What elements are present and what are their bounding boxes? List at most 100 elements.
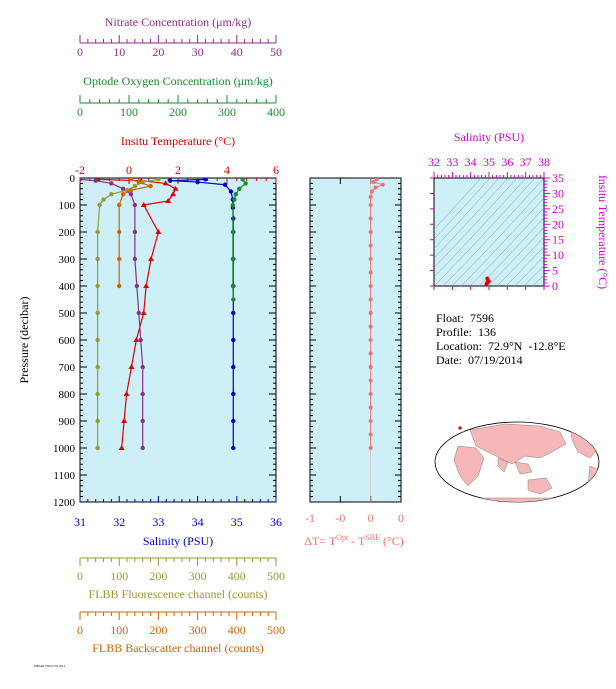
salinity-point [231, 310, 236, 316]
ts-density-contour [505, 246, 544, 286]
ts-density-contour [514, 255, 544, 286]
oxygen-line [232, 178, 247, 300]
delta-t-axes: -1 -0 0 0 [305, 177, 404, 525]
ts-x-tick-label: 33 [446, 155, 458, 169]
salinity-axis-label: Salinity (PSU) [143, 534, 213, 548]
ts-density-contour [434, 178, 482, 230]
nitrate-point [132, 202, 138, 208]
oxygen-tick-label: 0 [77, 105, 83, 119]
map-land-sea [514, 461, 533, 475]
oxygen-tick-label: 300 [218, 105, 236, 119]
ts-x-tick-label: 34 [465, 155, 477, 169]
oxygen-tick-label: 100 [120, 105, 138, 119]
oxygen-point [243, 181, 248, 186]
temperature-axis-label: Insitu Temperature (°C) [121, 134, 235, 148]
ts-y-tick-label: 15 [552, 233, 564, 247]
delta-t-point [374, 178, 379, 182]
backscatter-point [120, 192, 126, 197]
delta-t-point [373, 185, 378, 190]
fluorescence-tick-label: 300 [189, 569, 207, 583]
ts-density-contour [434, 178, 500, 250]
pressure-axis: 0 100 200 300 400 500 600 700 800 900 1000 1100 1200 [53, 173, 276, 509]
nitrate-point [140, 391, 145, 397]
salinity-tick-label: 32 [113, 515, 125, 529]
ts-y-tick-label: 0 [552, 279, 558, 293]
backscatter-point [128, 178, 134, 182]
nitrate-point [140, 364, 145, 370]
profile-number: Profile: 136 [436, 325, 496, 339]
fluorescence-point [95, 445, 100, 451]
backscatter-point [117, 283, 122, 289]
ts-x-tick-label: 37 [520, 155, 532, 169]
backscatter-point [117, 256, 122, 262]
temperature-line [97, 178, 177, 449]
pressure-tick-label: 600 [59, 335, 76, 347]
nitrate-tick-label: 10 [113, 45, 125, 59]
ts-point [485, 276, 489, 281]
nitrate-point [109, 181, 114, 186]
ts-density-contour [487, 226, 544, 286]
ts-x-tick-label: 38 [538, 155, 550, 169]
delta-t-point [368, 446, 373, 450]
delta-t-tick-label: -1 [305, 511, 315, 525]
delta-t-point [380, 182, 385, 187]
pressure-tick-label: 700 [59, 362, 76, 374]
pressure-tick-label: 1100 [53, 470, 75, 482]
ts-density-contour [434, 178, 527, 278]
fluorescence-axis-label: FLBB Fluorescence channel (counts) [89, 587, 268, 601]
ts-y-tick-label: 35 [552, 171, 564, 185]
salinity-tick-label: 36 [270, 515, 282, 529]
salinity-axis: 31 32 33 34 35 36 [74, 496, 282, 529]
oxygen-point [230, 283, 236, 289]
ts-density-contour [434, 178, 509, 259]
backscatter-point [117, 202, 122, 208]
nitrate-series [80, 178, 145, 451]
salinity-point [203, 178, 208, 182]
delta-t-point [368, 392, 373, 396]
temperature-tick-label: 6 [273, 163, 279, 177]
salinity-point [231, 418, 236, 424]
ts-x-tick-label: 36 [501, 155, 513, 169]
nitrate-point [120, 186, 126, 191]
nitrate-tick-label: 50 [270, 45, 282, 59]
delta-t-point [368, 243, 373, 248]
salinity-point [167, 178, 173, 183]
ts-density-contours [434, 178, 544, 286]
map-land-india [497, 457, 509, 473]
nitrate-point [136, 310, 141, 316]
delta-t-plot-background [309, 177, 402, 503]
map-land-south-america [587, 465, 599, 491]
delta-t-point [371, 180, 376, 185]
temperature-point [123, 391, 130, 396]
pressure-tick-label: 400 [59, 281, 76, 293]
delta-t-point [368, 203, 373, 207]
temperature-tick-label: 0 [126, 163, 132, 177]
temperature-point [143, 283, 150, 288]
date: Date: 07/19/2014 [436, 353, 523, 367]
fluorescence-point [95, 391, 100, 397]
pressure-tick-label: 1000 [53, 443, 76, 455]
ts-x-tick-label: 35 [483, 155, 495, 169]
delta-t-tick-label: 0 [398, 511, 404, 525]
fluorescence-point [97, 202, 102, 208]
oxygen-point [230, 256, 236, 262]
nitrate-tick-label: 40 [231, 45, 243, 59]
delta-t-point [368, 216, 373, 221]
oxygen-point [240, 178, 245, 182]
salinity-tick-label: 33 [152, 515, 164, 529]
nitrate-tick-label: 30 [192, 45, 204, 59]
world-map [434, 421, 600, 503]
ts-temperature-axis-label: Insitu Temperature (°C) [596, 175, 610, 289]
pressure-tick-label: 200 [59, 227, 76, 239]
delta-t-point [368, 351, 373, 356]
temperature-point [133, 337, 140, 342]
nitrate-tick-label: 0 [77, 45, 83, 59]
fluorescence-point [101, 197, 106, 202]
ts-salinity-axis-label: Salinity (PSU) [454, 130, 524, 144]
ts-density-contour [478, 217, 544, 286]
temperature-tick-label: 2 [175, 163, 181, 177]
salinity-point [231, 445, 236, 451]
pressure-tick-label: 500 [59, 308, 76, 320]
backscatter-tick-label: 0 [77, 623, 83, 637]
fluorescence-point [156, 178, 161, 182]
